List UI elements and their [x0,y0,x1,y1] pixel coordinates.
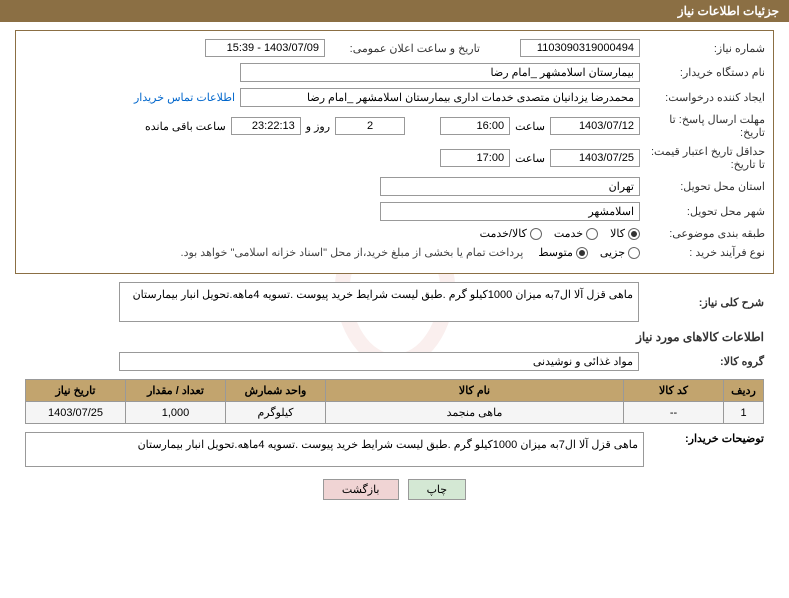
td-unit: کیلوگرم [226,402,326,424]
response-deadline-label: مهلت ارسال پاسخ: تا تاریخ: [640,113,765,139]
radio-minor[interactable] [628,247,640,259]
goods-info-title: اطلاعات کالاهای مورد نیاز [10,330,764,344]
buyer-notes-label: توضیحات خریدار: [654,432,764,467]
remaining-label: ساعت باقی مانده [145,120,226,133]
th-unit: واحد شمارش [226,380,326,402]
purchase-type-radio-group: جزیی متوسط [538,246,640,259]
radio-goods-service[interactable] [530,228,542,240]
table-row: 1 -- ماهی منجمد کیلوگرم 1,000 1403/07/25 [26,402,764,424]
th-name: نام کالا [326,380,624,402]
goods-table: ردیف کد کالا نام کالا واحد شمارش تعداد /… [25,379,764,424]
radio-service[interactable] [586,228,598,240]
announce-date-value: 1403/07/09 - 15:39 [205,39,325,57]
delivery-city-label: شهر محل تحویل: [640,205,765,218]
goods-group-label: گروه کالا: [639,355,764,368]
radio-medium-label: متوسط [538,246,573,259]
need-number-value: 1103090319000494 [520,39,640,57]
radio-minor-label: جزیی [600,246,625,259]
th-num: ردیف [724,380,764,402]
category-label: طبقه بندی موضوعی: [640,227,765,240]
header-title: جزئیات اطلاعات نیاز [0,0,789,22]
requester-value: محمدرضا یزدانیان متصدی خدمات اداری بیمار… [240,88,640,107]
quote-validity-date: 1403/07/25 [550,149,640,167]
need-desc-label: شرح کلی نیاز: [639,296,764,309]
td-num: 1 [724,402,764,424]
delivery-province-value: تهران [380,177,640,196]
radio-goods-service-label: کالا/خدمت [480,227,527,240]
response-deadline-time: 16:00 [440,117,510,135]
back-button[interactable]: بازگشت [323,479,399,500]
radio-goods[interactable] [628,228,640,240]
details-panel: شماره نیاز: 1103090319000494 تاریخ و ساع… [15,30,774,274]
th-code: کد کالا [624,380,724,402]
time-label-2: ساعت [515,152,545,165]
delivery-province-label: استان محل تحویل: [640,180,765,193]
td-name: ماهی منجمد [326,402,624,424]
th-qty: تعداد / مقدار [126,380,226,402]
category-radio-group: کالا خدمت کالا/خدمت [480,227,640,240]
response-deadline-days: 2 [335,117,405,135]
buyer-contact-link[interactable]: اطلاعات تماس خریدار [134,91,235,104]
td-date: 1403/07/25 [26,402,126,424]
radio-medium[interactable] [576,247,588,259]
need-desc-value: ماهی قزل آلا ال7به میزان 1000کیلو گرم .ط… [119,282,639,322]
response-deadline-countdown: 23:22:13 [231,117,301,135]
purchase-note: پرداخت تمام یا بخشی از مبلغ خرید،از محل … [181,246,524,259]
quote-validity-time: 17:00 [440,149,510,167]
announce-date-label: تاریخ و ساعت اعلان عمومی: [325,42,480,55]
buyer-notes-value: ماهی قزل آلا ال7به میزان 1000کیلو گرم .ط… [25,432,644,467]
print-button[interactable]: چاپ [408,479,467,500]
days-label: روز و [306,120,330,133]
quote-validity-label: حداقل تاریخ اعتبار قیمت: تا تاریخ: [640,145,765,171]
time-label-1: ساعت [515,120,545,133]
th-date: تاریخ نیاز [26,380,126,402]
purchase-type-label: نوع فرآیند خرید : [640,246,765,259]
goods-group-value: مواد غذائی و نوشیدنی [119,352,639,371]
need-number-label: شماره نیاز: [640,42,765,55]
buyer-org-label: نام دستگاه خریدار: [640,66,765,79]
td-code: -- [624,402,724,424]
radio-goods-label: کالا [610,227,625,240]
response-deadline-date: 1403/07/12 [550,117,640,135]
radio-service-label: خدمت [554,227,583,240]
buyer-org-value: بیمارستان اسلامشهر _امام رضا [240,63,640,82]
requester-label: ایجاد کننده درخواست: [640,91,765,104]
delivery-city-value: اسلامشهر [380,202,640,221]
td-qty: 1,000 [126,402,226,424]
